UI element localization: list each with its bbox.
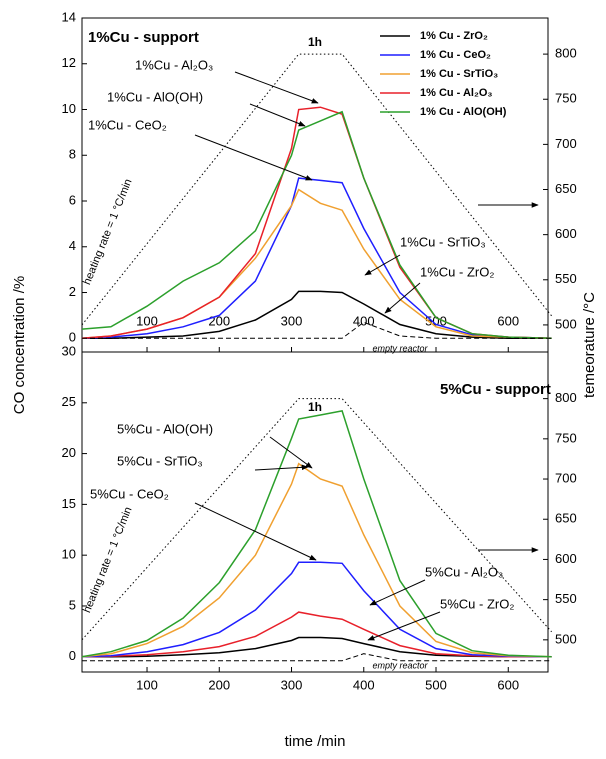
legend-label: 1% Cu - SrTiO₃ — [420, 68, 498, 80]
annotation-arrow — [234, 71, 319, 104]
y-tick-label: 30 — [62, 343, 76, 358]
y-tick-label: 12 — [62, 55, 76, 70]
y-tick-label: 0 — [69, 648, 76, 663]
annotation: 1%Cu - ZrO₂ — [420, 264, 494, 279]
series-line — [82, 636, 552, 658]
annotation: 5%Cu - AlO(OH) — [117, 421, 213, 436]
annotation: 1%Cu - CeO₂ — [88, 117, 167, 132]
series-line — [81, 410, 552, 658]
annotation: 5%Cu - support — [440, 381, 551, 398]
x-tick-label: 300 — [281, 677, 303, 692]
y-tick-label: 25 — [62, 394, 76, 409]
y2-tick-label: 750 — [555, 91, 577, 106]
legend-label: 1% Cu - AlO(OH) — [420, 106, 507, 118]
x-tick-label: 200 — [208, 677, 230, 692]
temperature-line — [81, 53, 552, 326]
x-axis-label: time /min — [285, 733, 346, 750]
annotation: 1%Cu - AlO(OH) — [107, 89, 203, 104]
legend-label: 1% Cu - ZrO₂ — [420, 30, 488, 42]
y-tick-label: 15 — [62, 496, 76, 511]
annotation: heating rate = 1 °C/min — [81, 505, 134, 614]
x-tick-label: 600 — [497, 313, 519, 328]
annotation-arrow — [367, 611, 441, 641]
y2-tick-label: 600 — [555, 226, 577, 241]
y2-tick-label: 600 — [555, 551, 577, 566]
y2-tick-label: 550 — [555, 591, 577, 606]
y2-tick-label: 500 — [555, 316, 577, 331]
annotation: 1%Cu - support — [88, 29, 199, 46]
y2-tick-label: 650 — [555, 181, 577, 196]
y-tick-label: 0 — [69, 330, 76, 345]
y-tick-label: 6 — [69, 192, 76, 207]
series-line — [81, 106, 552, 340]
plot-frame — [81, 351, 549, 673]
x-tick-label: 500 — [425, 677, 447, 692]
y-tick-label: 20 — [62, 445, 76, 460]
y-tick-label: 2 — [69, 284, 76, 299]
annotation: 5%Cu - SrTiO₃ — [117, 453, 203, 468]
y-axis-label: CO concentration /% — [11, 276, 28, 414]
annotation: 5%Cu - Al₂O₃ — [425, 564, 503, 579]
y2-tick-label: 700 — [555, 136, 577, 151]
x-tick-label: 100 — [136, 677, 158, 692]
annotation-arrow — [364, 254, 401, 276]
legend-label: 1% Cu - CeO₂ — [420, 49, 491, 61]
x-tick-label: 500 — [425, 313, 447, 328]
annotation-arrow — [194, 134, 313, 181]
y-tick-label: 4 — [69, 238, 76, 253]
annotation-arrow — [254, 464, 309, 471]
annotation: 1h — [308, 400, 322, 414]
annotation: 1h — [308, 35, 322, 49]
x-tick-label: 400 — [353, 313, 375, 328]
legend-label: 1% Cu - Al₂O₃ — [420, 87, 493, 99]
annotation-arrow — [269, 436, 313, 469]
y2-tick-label: 750 — [555, 430, 577, 445]
annotation: empty reactor — [372, 343, 428, 353]
y-tick-label: 10 — [62, 101, 76, 116]
y-tick-label: 10 — [62, 547, 76, 562]
series-line — [81, 561, 552, 658]
x-tick-label: 100 — [136, 313, 158, 328]
series-line — [81, 611, 552, 658]
annotation: 1%Cu - SrTiO₃ — [400, 234, 486, 249]
series-line — [82, 321, 552, 339]
annotation-arrow — [194, 502, 317, 561]
annotation: 5%Cu - ZrO₂ — [440, 596, 514, 611]
y2-tick-label: 500 — [555, 631, 577, 646]
y2-tick-label: 700 — [555, 470, 577, 485]
x-tick-label: 300 — [281, 313, 303, 328]
y-tick-label: 14 — [62, 9, 76, 24]
annotation: 1%Cu - Al₂O₃ — [135, 57, 213, 72]
annotation-arrow — [384, 282, 421, 314]
series-line — [81, 110, 552, 340]
annotation: empty reactor — [372, 660, 428, 670]
series-line — [82, 290, 552, 340]
y2-tick-label: 550 — [555, 271, 577, 286]
annotation: 5%Cu - CeO₂ — [90, 486, 169, 501]
annotation: heating rate = 1 °C/min — [81, 177, 134, 286]
y-tick-label: 5 — [69, 597, 76, 612]
annotation-arrow — [369, 579, 426, 606]
annotation-arrow — [249, 103, 306, 127]
y-tick-label: 8 — [69, 147, 76, 162]
y2-axis-label: temeorature /°C — [581, 292, 598, 398]
y2-tick-label: 800 — [555, 46, 577, 61]
x-tick-label: 400 — [353, 677, 375, 692]
x-tick-label: 600 — [497, 677, 519, 692]
y2-tick-label: 650 — [555, 511, 577, 526]
series-line — [81, 462, 552, 658]
y2-tick-label: 800 — [555, 390, 577, 405]
series-line — [82, 653, 552, 662]
temperature-line — [81, 398, 552, 641]
